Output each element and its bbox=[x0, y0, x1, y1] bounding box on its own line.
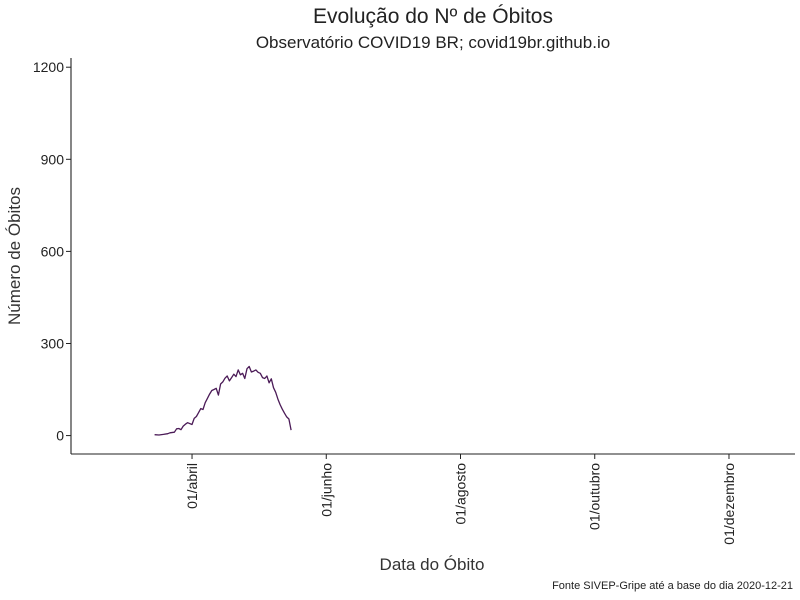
y-axis-ticks: 0 300 600 900 1200 bbox=[33, 59, 71, 444]
x-axis-ticks: 01/abril 01/junho 01/agosto 01/outubro 01/de… bbox=[184, 454, 737, 545]
x-tick-label: 01/outubro bbox=[587, 463, 603, 530]
chart-title: Evolução do Nº de Óbitos bbox=[313, 5, 553, 28]
y-tick-label: 300 bbox=[41, 335, 65, 351]
y-tick-label: 600 bbox=[41, 243, 65, 259]
chart-subtitle: Observatório COVID19 BR; covid19br.githu… bbox=[256, 33, 610, 52]
x-tick-label: 01/dezembro bbox=[721, 463, 737, 545]
y-tick-label: 900 bbox=[41, 151, 65, 167]
y-axis-title: Número de Óbitos bbox=[5, 187, 24, 325]
y-tick-label: 0 bbox=[56, 428, 64, 444]
x-axis-title: Data do Óbito bbox=[380, 555, 485, 574]
x-tick-label: 01/agosto bbox=[453, 463, 469, 525]
x-tick-label: 01/abril bbox=[184, 463, 200, 509]
x-tick-label: 01/junho bbox=[318, 463, 334, 517]
y-tick-label: 1200 bbox=[33, 59, 64, 75]
source-caption: Fonte SIVEP-Gripe até a base do dia 2020… bbox=[552, 580, 793, 592]
series-line bbox=[154, 365, 292, 436]
